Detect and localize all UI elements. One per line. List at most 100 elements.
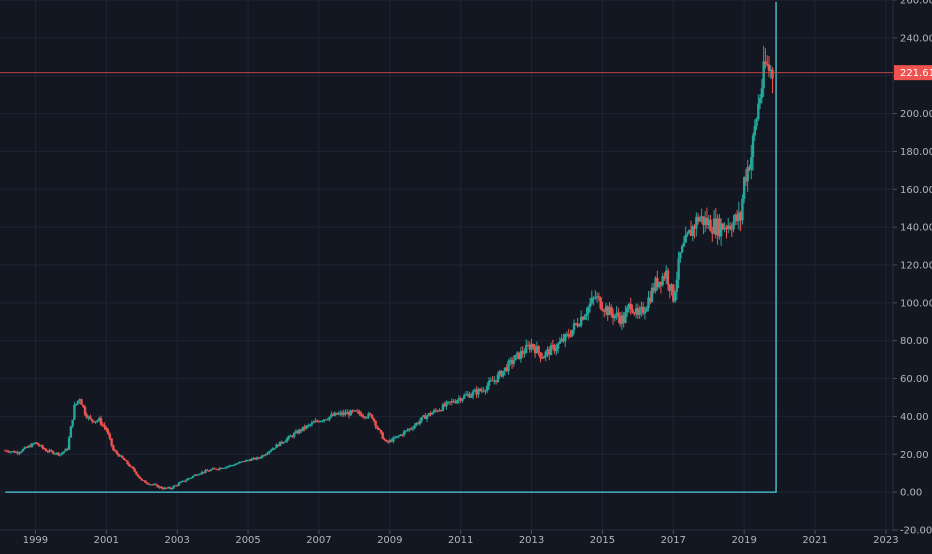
candle-body [323, 419, 326, 421]
candle-body [721, 223, 725, 230]
candle-body [627, 303, 631, 308]
candle-body [259, 457, 262, 459]
candle-body [333, 412, 337, 416]
candle-body [62, 451, 65, 453]
candle-body [493, 380, 496, 382]
candle-body [105, 427, 108, 431]
candle-body [12, 451, 16, 453]
candle-body [652, 287, 656, 292]
candle-body [751, 135, 755, 158]
candle-body [338, 412, 342, 414]
candle-body [138, 476, 142, 479]
candle-body [544, 351, 547, 357]
candle-body [129, 466, 133, 468]
candle-body [50, 450, 53, 452]
candle-body [347, 412, 351, 416]
candle-body [25, 447, 28, 449]
candle-body [358, 411, 361, 414]
candle-body [353, 410, 356, 412]
candle-body [565, 334, 569, 336]
y-tick-label: 180.00 [900, 147, 932, 158]
candle-body [356, 411, 360, 413]
candle-body [161, 488, 165, 490]
candle-body [556, 343, 560, 349]
candle-body [301, 426, 305, 431]
candle-body [539, 352, 542, 358]
candle-body [542, 356, 546, 359]
candle-body [381, 432, 384, 439]
candle-body [610, 306, 613, 314]
candle-body [241, 461, 244, 463]
candle-body [431, 412, 434, 415]
candle-body [530, 343, 533, 350]
candle-body [23, 447, 27, 450]
candle-body [661, 276, 664, 286]
candle-body [53, 453, 57, 455]
candle-body [99, 418, 103, 425]
candle-body [711, 231, 714, 234]
candle-body [218, 467, 221, 470]
candle-body [461, 398, 464, 401]
candle-body [96, 420, 99, 422]
candle-body [370, 414, 374, 419]
candle-body [604, 306, 608, 312]
candle-body [750, 157, 753, 170]
candle-body [427, 413, 430, 416]
candle-body [9, 451, 12, 453]
candle-body [549, 345, 553, 356]
candle-body [633, 312, 636, 314]
candle-body [408, 428, 411, 431]
candle-body [686, 233, 689, 236]
candle-body [239, 461, 243, 463]
candle-body [402, 431, 406, 436]
y-tick-label: 0.00 [900, 488, 922, 499]
candle-body [758, 98, 762, 104]
candle-body [87, 416, 90, 418]
candle-body [629, 303, 632, 310]
candle-body [641, 306, 645, 314]
candle-body [526, 344, 530, 346]
y-tick-label: 120.00 [900, 261, 932, 272]
candle-body [266, 453, 269, 455]
candle-body [168, 487, 172, 489]
candle-body [432, 410, 436, 413]
candle-body [117, 453, 120, 457]
candle-body [468, 394, 471, 398]
candle-body [181, 480, 184, 482]
candle-body [60, 452, 64, 455]
candle-body [188, 478, 191, 480]
candle-body [447, 401, 450, 403]
candle-body [330, 414, 333, 417]
candle-body [703, 217, 707, 226]
candle-body [46, 451, 50, 453]
candle-body [725, 227, 728, 229]
candle-body [151, 484, 154, 486]
candle-body [443, 404, 446, 407]
candle-body [501, 370, 505, 377]
candle-body [172, 485, 175, 489]
y-tick-label: 80.00 [900, 336, 929, 347]
candle-body [21, 449, 25, 452]
candle-body [695, 217, 698, 229]
candle-body [64, 448, 67, 452]
candle-body [691, 226, 694, 236]
candle-body [193, 474, 197, 476]
candle-body [207, 470, 211, 472]
candle-body [553, 345, 556, 352]
time-axis[interactable]: 1999 2001 2003 2005 2007 2009 2011 2013 2015 2017… [23, 530, 899, 546]
candle-body [650, 287, 654, 302]
candle-body [620, 315, 624, 324]
candle-body [581, 316, 585, 320]
overlay-layer [5, 1, 777, 493]
candle-body [399, 434, 402, 436]
candle-body [85, 414, 89, 418]
candle-body [560, 338, 563, 342]
candle-body [673, 291, 677, 302]
candle-body [640, 306, 643, 310]
candle-body [321, 420, 324, 422]
candle-body [533, 347, 537, 354]
candle-body [615, 312, 618, 316]
candle-body [643, 311, 647, 314]
candle-body [404, 430, 407, 432]
candle-body [225, 466, 228, 468]
